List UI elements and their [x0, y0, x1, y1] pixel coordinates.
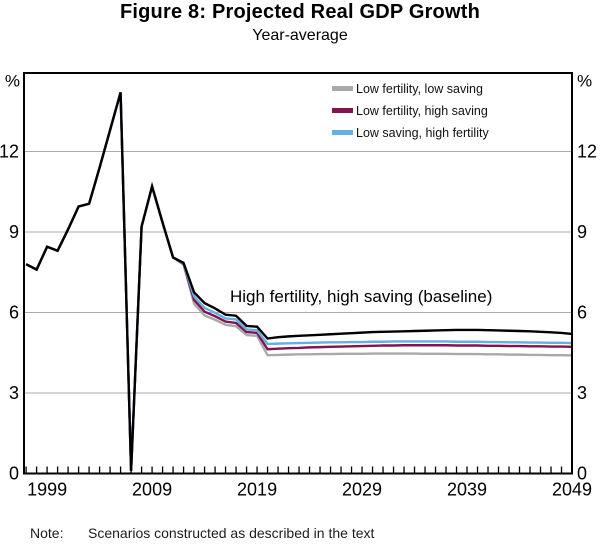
legend-item-low-fertility-high-saving: Low fertility, high saving: [332, 103, 489, 118]
y-axis-label-right-3: 3: [577, 383, 587, 403]
x-axis-label-2039: 2039: [447, 480, 487, 500]
y-axis-unit-left: %: [5, 72, 20, 91]
y-axis-label-left-0: 0: [9, 464, 19, 484]
y-axis-label-left-3: 3: [9, 383, 19, 403]
series-line-low-saving-high-fertility: [25, 92, 573, 471]
legend-label: Low saving, high fertility: [356, 125, 489, 140]
legend-label: Low fertility, high saving: [356, 103, 488, 118]
x-axis-label-1999: 1999: [27, 480, 67, 500]
y-axis-label-right-12: 12: [577, 142, 597, 162]
y-axis-label-left-12: 12: [0, 142, 19, 162]
x-axis-label-2049: 2049: [552, 480, 592, 500]
plot-border: [23, 72, 573, 475]
legend-swatch-gray: [332, 86, 353, 91]
series-line-low-fertility-high-saving: [25, 92, 573, 471]
legend-item-low-saving-high-fertility: Low saving, high fertility: [332, 125, 489, 140]
legend-item-low-fertility-low-saving: Low fertility, low saving: [332, 81, 489, 96]
legend-swatch-blue: [332, 130, 353, 135]
y-axis-label-right-9: 9: [577, 222, 587, 242]
x-axis-label-2019: 2019: [237, 480, 277, 500]
x-axis-label-2029: 2029: [342, 480, 382, 500]
series-line-low-fertility-low-saving: [25, 92, 573, 471]
y-axis-label-right-6: 6: [577, 303, 587, 323]
y-axis-unit-right: %: [577, 72, 592, 91]
note-label: Note:: [30, 525, 64, 541]
series-line-high-fertility-high-saving-baseline: [25, 92, 573, 471]
figure-title: Figure 8: Projected Real GDP Growth: [119, 1, 481, 23]
legend: Low fertility, low saving Low fertility,…: [332, 81, 489, 147]
y-axis-label-left-9: 9: [9, 222, 19, 242]
legend-swatch-maroon: [332, 108, 353, 113]
note-text: Scenarios constructed as described in th…: [88, 525, 375, 541]
y-axis-label-left-6: 6: [9, 303, 19, 323]
y-axis-label-right-0: 0: [577, 464, 587, 484]
x-axis-label-2009: 2009: [132, 480, 172, 500]
figure-subtitle: Year-average: [252, 27, 348, 44]
legend-label: Low fertility, low saving: [356, 81, 483, 96]
baseline-annotation: High fertility, high saving (baseline): [230, 287, 493, 306]
